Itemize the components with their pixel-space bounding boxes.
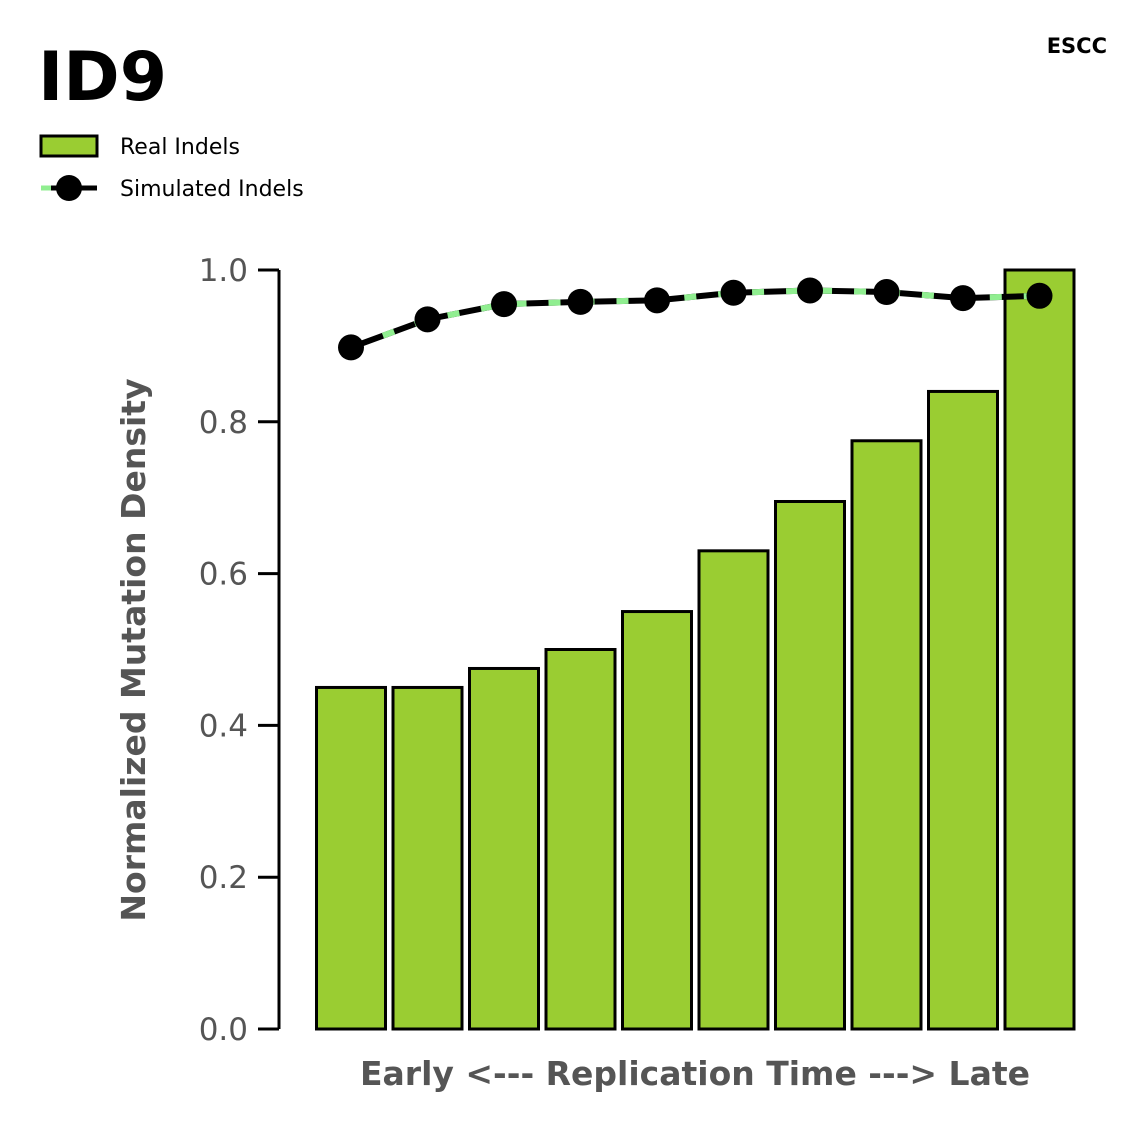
line-series-simulated-indels — [338, 277, 1053, 361]
simulated-point — [338, 334, 364, 361]
simulated-point — [644, 287, 670, 314]
y-tick-label: 1.0 — [199, 253, 248, 289]
bar — [1003, 268, 1076, 1031]
simulated-point — [1026, 282, 1053, 309]
y-tick-label: 0.2 — [199, 860, 248, 896]
legend: Real Indels Simulated Indels — [39, 134, 304, 202]
x-axis-label: Early <--- Replication Time ---> Late — [360, 1054, 1030, 1093]
legend-swatch-marker — [56, 175, 82, 201]
y-tick-label: 0.8 — [199, 405, 248, 441]
bar — [850, 439, 923, 1031]
bar — [468, 666, 540, 1031]
chart-subtitle: ESCC — [1047, 34, 1107, 58]
legend-swatch-real-indels — [39, 134, 99, 158]
bar — [315, 685, 387, 1031]
simulated-point — [720, 279, 747, 306]
y-tick-label: 0.4 — [199, 708, 248, 744]
bar — [621, 610, 693, 1031]
y-tick-label: 0.6 — [199, 557, 248, 593]
simulated-point — [873, 279, 900, 306]
bar — [927, 389, 999, 1031]
y-axis: 0.0 0.2 0.4 0.6 0.8 1.0 — [199, 253, 281, 1048]
simulated-point — [797, 277, 823, 304]
bar — [391, 685, 464, 1031]
simulated-point — [414, 306, 441, 333]
simulated-line-highlight — [349, 287, 1040, 351]
chart-title: ID9 — [38, 38, 167, 117]
simulated-point — [567, 288, 594, 315]
bar — [544, 648, 617, 1031]
simulated-point — [491, 291, 517, 318]
y-axis-label: Normalized Mutation Density — [114, 378, 153, 921]
legend-label-simulated-indels: Simulated Indels — [120, 177, 304, 202]
y-tick-label: 0.0 — [199, 1012, 248, 1048]
bar — [774, 499, 846, 1031]
simulated-point — [950, 285, 976, 312]
bar — [697, 549, 770, 1031]
bar-series-real-indels — [315, 268, 1076, 1031]
legend-label-real-indels: Real Indels — [120, 135, 240, 160]
